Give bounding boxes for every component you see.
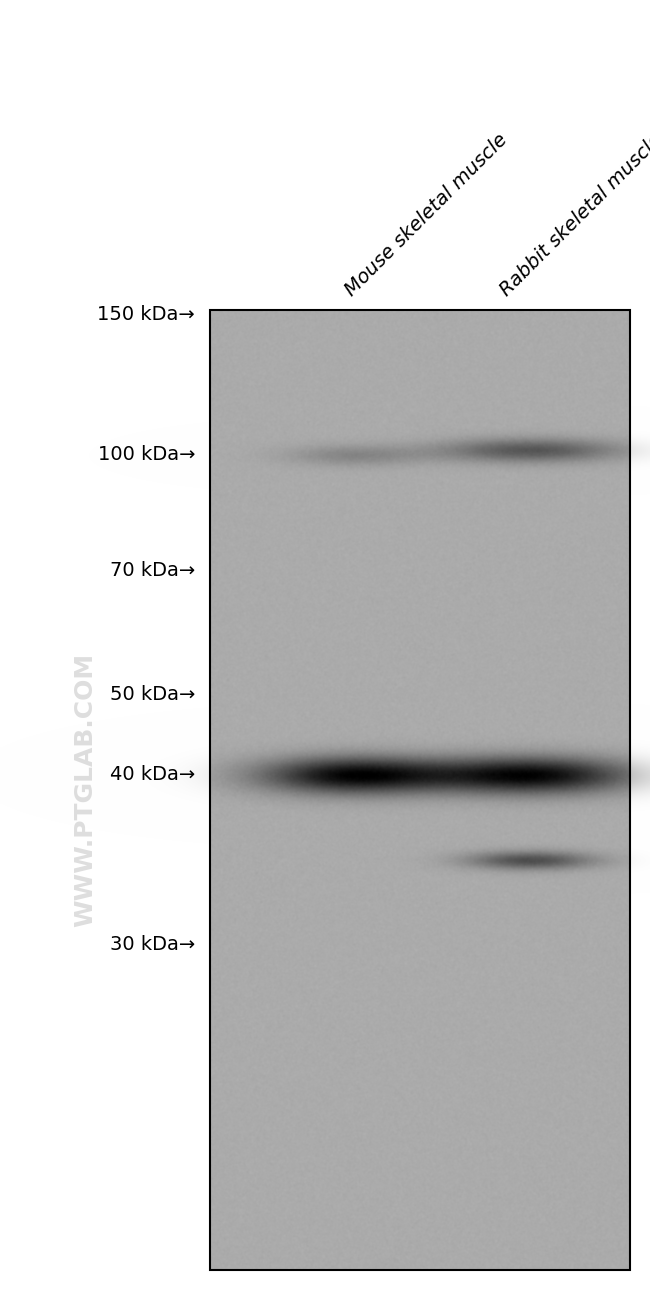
Bar <box>210 309 630 1270</box>
Text: Mouse skeletal muscle: Mouse skeletal muscle <box>341 130 512 300</box>
Text: 100 kDa→: 100 kDa→ <box>98 446 195 464</box>
Text: 40 kDa→: 40 kDa→ <box>110 766 195 784</box>
Text: 30 kDa→: 30 kDa→ <box>110 936 195 954</box>
Text: Rabbit skeletal muscle: Rabbit skeletal muscle <box>497 130 650 300</box>
Text: 70 kDa→: 70 kDa→ <box>110 560 195 580</box>
Text: 50 kDa→: 50 kDa→ <box>110 685 195 705</box>
Text: WWW.PTGLAB.COM: WWW.PTGLAB.COM <box>73 653 97 927</box>
Text: 150 kDa→: 150 kDa→ <box>98 306 195 325</box>
